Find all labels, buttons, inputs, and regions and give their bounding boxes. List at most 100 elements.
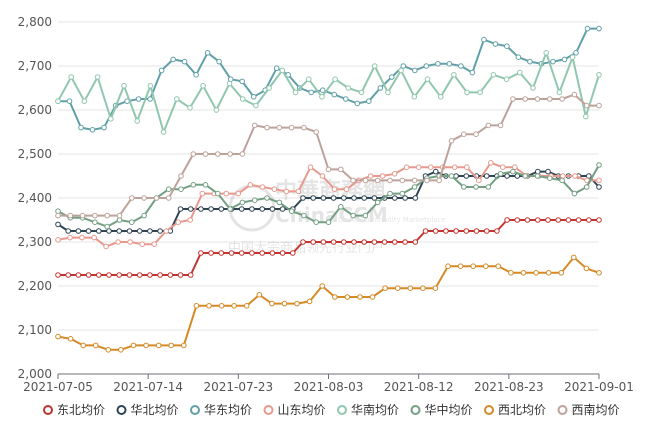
legend-marker [410, 405, 421, 415]
data-point [559, 177, 565, 184]
data-point [524, 217, 531, 223]
data-point [80, 342, 86, 349]
data-point [367, 173, 374, 179]
series-lines [55, 25, 602, 353]
data-point [517, 69, 523, 76]
data-point [497, 122, 504, 129]
data-point [187, 206, 194, 212]
data-point [300, 195, 306, 201]
legend: 东北均价 华北均价 华东均价 山东均价 华南均价 华中均价 西北均价 西南均价 [43, 402, 620, 417]
data-point [295, 188, 302, 195]
legend-label: 华东均价 [204, 403, 252, 417]
data-point [377, 85, 384, 91]
data-point [279, 250, 286, 256]
data-point [319, 87, 326, 93]
data-point [464, 89, 470, 96]
data-point [129, 195, 135, 201]
data-point [420, 285, 426, 292]
data-point [400, 63, 407, 69]
data-point [151, 241, 157, 247]
data-point [583, 184, 590, 190]
data-point [153, 195, 160, 201]
data-point [436, 177, 443, 184]
data-point [584, 25, 591, 32]
data-point [190, 182, 197, 188]
data-point [294, 300, 300, 307]
data-point [530, 85, 536, 91]
data-point [157, 228, 163, 234]
data-point [187, 272, 194, 278]
data-point [354, 100, 361, 107]
data-point [500, 164, 506, 170]
data-point [543, 50, 550, 56]
data-point [389, 74, 395, 80]
data-point [325, 219, 332, 225]
data-point [143, 342, 149, 349]
data-point [273, 65, 280, 71]
data-point [319, 173, 326, 179]
data-point [55, 212, 61, 219]
data-point [343, 186, 350, 192]
data-point [250, 94, 257, 100]
data-point [147, 272, 153, 278]
data-point [575, 217, 582, 223]
data-point [464, 164, 470, 170]
data-point [596, 102, 602, 109]
data-point [103, 243, 109, 250]
data-point [571, 190, 578, 197]
data-point [65, 228, 71, 234]
data-point [560, 173, 566, 179]
data-point [147, 96, 153, 102]
data-point [251, 122, 258, 129]
data-point [533, 270, 539, 276]
data-point [301, 212, 307, 219]
data-point [437, 94, 444, 100]
data-point [432, 228, 439, 234]
data-point [503, 76, 510, 82]
data-point [81, 98, 88, 104]
data-point [218, 206, 225, 212]
data-point [407, 285, 414, 292]
data-point [583, 265, 590, 272]
data-point [134, 118, 140, 124]
data-point [204, 50, 211, 56]
data-point [522, 96, 529, 102]
data-point [573, 50, 579, 56]
data-point [116, 228, 122, 234]
data-point [89, 127, 96, 133]
data-point [193, 303, 200, 309]
data-point [67, 212, 74, 219]
data-point [269, 250, 276, 256]
data-point [338, 204, 344, 210]
data-point [202, 151, 209, 157]
data-point [424, 76, 431, 82]
legend-marker [263, 405, 274, 415]
data-point [558, 270, 565, 276]
data-point [266, 85, 272, 91]
legend-marker [43, 405, 53, 415]
data-point [344, 294, 351, 300]
y-tick-label: 2,600 [18, 103, 52, 117]
data-point [583, 113, 589, 120]
data-point [175, 219, 181, 225]
data-point [65, 272, 71, 278]
data-point [366, 98, 372, 104]
data-point [402, 195, 408, 201]
y-tick-label: 2,000 [18, 367, 52, 381]
data-point [238, 250, 245, 256]
data-point [432, 168, 439, 175]
legend-label: 西北均价 [498, 403, 546, 417]
legend-label: 华南均价 [351, 402, 399, 417]
data-point [422, 228, 429, 234]
data-point [343, 96, 349, 102]
data-point [387, 190, 393, 197]
data-point [310, 195, 317, 201]
y-tick-label: 2,700 [18, 59, 52, 73]
data-point [79, 234, 85, 241]
data-point [177, 206, 184, 212]
data-point [556, 89, 563, 96]
data-point [174, 96, 180, 102]
data-point [510, 168, 516, 175]
data-point [545, 270, 552, 276]
